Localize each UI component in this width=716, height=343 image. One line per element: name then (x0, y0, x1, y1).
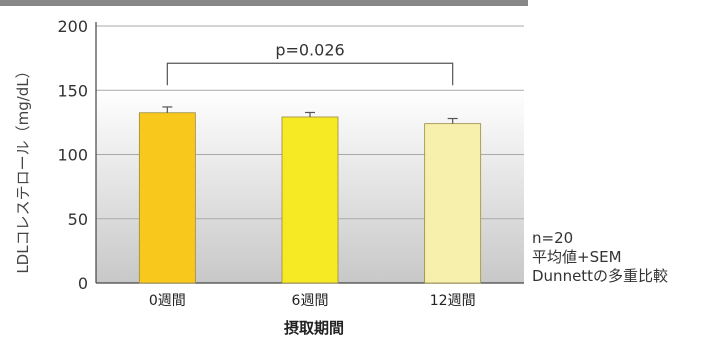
x-tick-label: 12週間 (430, 293, 476, 309)
y-tick-label: 100 (57, 146, 88, 165)
y-tick-label: 150 (57, 81, 88, 100)
p-value-label: p=0.026 (275, 40, 344, 59)
bar (281, 116, 339, 284)
y-tick-label: 200 (57, 17, 88, 36)
top-strip (0, 0, 528, 6)
note-test: Dunnettの多重比較 (532, 267, 669, 285)
significance-bracket (166, 62, 454, 86)
x-axis-title: 摂取期間 (284, 319, 344, 337)
y-axis-title: LDLコレステロール（mg/dL） (14, 63, 32, 273)
x-tick-label: 6週間 (292, 293, 329, 309)
bar (138, 112, 196, 284)
x-tick-label: 0週間 (149, 293, 186, 309)
bar (424, 123, 482, 284)
y-tick-label: 50 (68, 210, 88, 229)
note-n: n=20 (532, 229, 574, 247)
y-tick-label: 0 (78, 274, 88, 293)
note-stat: 平均値+SEM (532, 248, 622, 266)
